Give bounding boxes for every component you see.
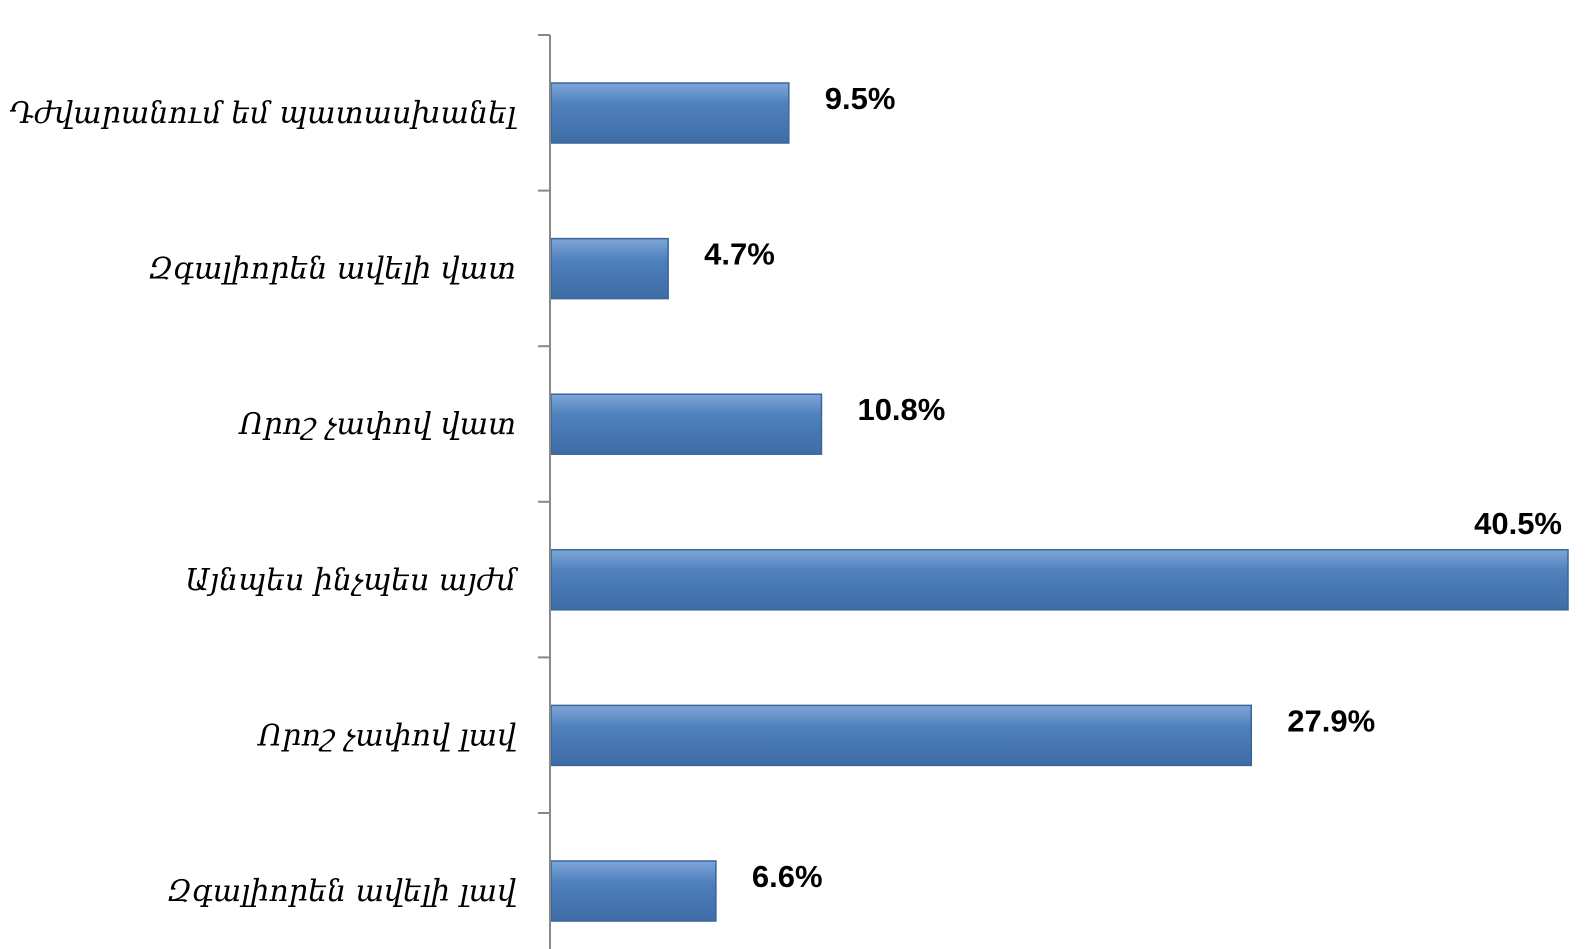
data-label: 4.7% [704,237,775,272]
data-label: 9.5% [825,81,896,116]
data-label: 40.5% [1474,506,1562,541]
category-label: Զգալիորեն ավելի վատ [148,252,516,287]
category-label: Այնպես ինչպես այժմ [185,563,518,598]
bar [550,393,823,455]
data-label: 10.8% [857,392,945,427]
category-label: Զգալիորեն ավելի լավ [167,874,516,909]
bar [550,549,1569,611]
bar [550,82,790,144]
axis-ticks [538,34,550,814]
bars-group [550,82,1569,922]
bar [550,860,717,922]
category-label: Որոշ չափով լավ [256,718,516,753]
category-label: Որոշ չափով վատ [237,407,516,442]
bar [550,704,1253,767]
data-label: 6.6% [752,859,823,894]
category-labels: Դժվարանում եմ պատասխանել Զգալիորեն ավելի … [9,96,518,909]
bar [550,237,669,300]
category-label: Դժվարանում եմ պատասխանել [9,96,517,131]
data-labels: 9.5% 4.7% 10.8% 40.5% 27.9% 6.6% [704,81,1562,894]
data-label: 27.9% [1287,703,1375,738]
